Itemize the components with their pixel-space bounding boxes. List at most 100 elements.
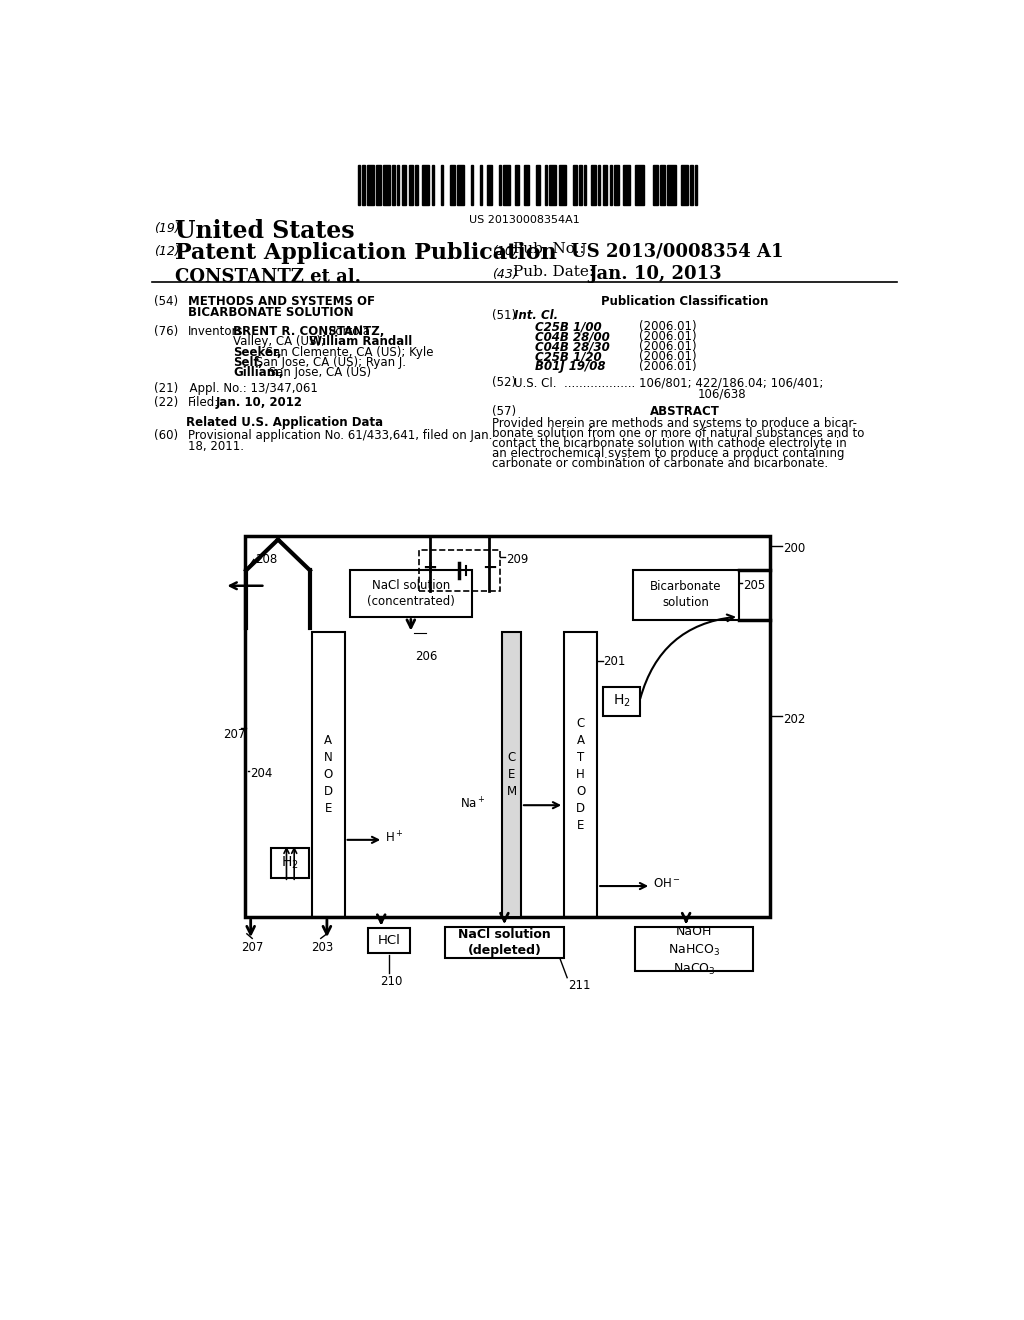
Text: Seeker,: Seeker, [233, 346, 282, 359]
Text: C04B 28/30: C04B 28/30 [535, 341, 609, 354]
Text: 207: 207 [241, 941, 263, 954]
Bar [401, 165, 407, 205]
Bar [487, 165, 492, 205]
Bar [653, 165, 658, 205]
Text: (12): (12) [154, 244, 179, 257]
Bar [397, 165, 399, 205]
Bar [416, 165, 418, 205]
Text: BRENT R. CONSTANTZ,: BRENT R. CONSTANTZ, [233, 325, 384, 338]
Text: Patent Application Publication: Patent Application Publication [175, 243, 557, 264]
Text: (21)   Appl. No.: 13/347,061: (21) Appl. No.: 13/347,061 [154, 381, 317, 395]
Text: Inventors:: Inventors: [188, 325, 248, 338]
Text: −: − [482, 560, 497, 577]
Text: 206: 206 [415, 651, 437, 664]
Text: San Jose, CA (US): San Jose, CA (US) [265, 367, 372, 379]
Text: NaOH
NaHCO$_3$
NaCO$_3$: NaOH NaHCO$_3$ NaCO$_3$ [668, 925, 720, 977]
Text: 211: 211 [568, 979, 591, 993]
Text: 18, 2011.: 18, 2011. [188, 441, 245, 453]
Text: US 20130008354A1: US 20130008354A1 [469, 215, 581, 226]
Text: carbonate or combination of carbonate and bicarbonate.: carbonate or combination of carbonate an… [493, 457, 828, 470]
Bar [362, 165, 365, 205]
Text: 204: 204 [250, 767, 272, 780]
Text: H$^+$: H$^+$ [385, 830, 403, 846]
Bar [409, 165, 413, 205]
Bar [624, 165, 631, 205]
Bar [471, 165, 473, 205]
Text: METHODS AND SYSTEMS OF: METHODS AND SYSTEMS OF [188, 296, 376, 309]
Text: Int. Cl.: Int. Cl. [514, 309, 558, 322]
Text: Valley, CA (US);: Valley, CA (US); [233, 335, 325, 348]
Text: C
E
M: C E M [507, 751, 517, 797]
Text: Gilliam,: Gilliam, [233, 367, 284, 379]
Text: HCl: HCl [378, 935, 400, 948]
Bar [614, 165, 618, 205]
Text: Self,: Self, [233, 356, 263, 368]
Text: Pub. No.:: Pub. No.: [513, 243, 590, 256]
Bar [376, 165, 381, 205]
Bar [580, 165, 582, 205]
Bar [503, 165, 510, 205]
Text: William Randall: William Randall [304, 335, 412, 348]
Bar [432, 165, 434, 205]
Text: C
A
T
H
O
D
E: C A T H O D E [575, 717, 586, 832]
Text: C25B 1/20: C25B 1/20 [535, 350, 601, 363]
Text: (2006.01): (2006.01) [639, 350, 696, 363]
Text: H$_2$: H$_2$ [612, 693, 631, 709]
Text: (52): (52) [493, 376, 516, 389]
Bar [609, 165, 611, 205]
Bar [635, 165, 644, 205]
Text: Related U.S. Application Data: Related U.S. Application Data [186, 416, 383, 429]
Bar [536, 165, 541, 205]
Text: Jan. 10, 2012: Jan. 10, 2012 [216, 396, 303, 409]
Bar [603, 686, 640, 715]
Text: Jan. 10, 2013: Jan. 10, 2013 [588, 265, 722, 284]
Bar [368, 928, 410, 953]
Text: Pub. Date:: Pub. Date: [513, 265, 599, 280]
Text: (43): (43) [493, 268, 518, 281]
Text: Bicarbonate
solution: Bicarbonate solution [650, 581, 722, 610]
Bar [311, 632, 345, 917]
Text: (10): (10) [493, 244, 518, 257]
Text: (2006.01): (2006.01) [639, 341, 696, 354]
Bar [690, 165, 692, 205]
Text: 203: 203 [311, 941, 334, 954]
Bar [572, 165, 578, 205]
Text: an electrochemical system to produce a product containing: an electrochemical system to produce a p… [493, 447, 845, 461]
Text: San Jose, CA (US); Ryan J.: San Jose, CA (US); Ryan J. [252, 356, 407, 368]
Bar [480, 165, 482, 205]
Bar [503, 632, 521, 917]
Text: OH$^-$: OH$^-$ [652, 876, 681, 890]
Text: H$_2$: H$_2$ [282, 855, 299, 871]
Text: (54): (54) [154, 296, 178, 309]
Text: 200: 200 [783, 543, 806, 554]
Bar [383, 165, 390, 205]
Bar [634, 570, 739, 620]
Text: United States: United States [175, 219, 355, 243]
Text: (57): (57) [493, 405, 516, 418]
Text: C25B 1/00: C25B 1/00 [535, 321, 601, 333]
Text: NaCl solution
(concentrated): NaCl solution (concentrated) [367, 578, 455, 607]
Text: 201: 201 [603, 655, 626, 668]
Text: Filed:: Filed: [188, 396, 219, 409]
Bar [457, 165, 464, 205]
Text: (76): (76) [154, 325, 178, 338]
Text: C04B 28/00: C04B 28/00 [535, 330, 609, 343]
Bar [660, 165, 665, 205]
Text: Na$^+$: Na$^+$ [460, 796, 485, 812]
Text: 210: 210 [380, 974, 402, 987]
Bar [422, 165, 429, 205]
Bar [668, 165, 677, 205]
Text: Portola: Portola [326, 325, 371, 338]
Text: 106/638: 106/638 [697, 387, 745, 400]
Text: 207: 207 [223, 729, 246, 742]
Text: U.S. Cl.  ................... 106/801; 422/186.04; 106/401;: U.S. Cl. ................... 106/801; 42… [514, 376, 823, 389]
Bar [545, 165, 547, 205]
Text: 205: 205 [742, 579, 765, 591]
Bar [499, 165, 501, 205]
Text: (51): (51) [493, 309, 516, 322]
Bar [271, 847, 309, 878]
Text: (2006.01): (2006.01) [639, 360, 696, 374]
Bar [451, 165, 455, 205]
Text: (60): (60) [154, 429, 178, 442]
Bar [441, 165, 443, 205]
